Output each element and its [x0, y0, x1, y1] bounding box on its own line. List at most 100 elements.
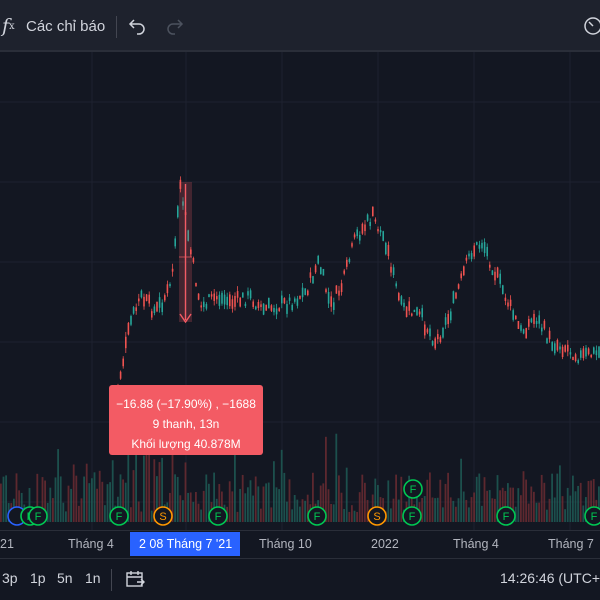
volume-bar: [189, 492, 192, 522]
candle-body: [348, 259, 351, 262]
fx-subscript: x: [9, 20, 15, 32]
volume-bar: [158, 462, 161, 522]
candle-body: [314, 265, 317, 273]
volume-bar: [234, 440, 236, 522]
candle-body: [327, 292, 330, 304]
candle-body: [473, 245, 475, 257]
candle-body: [312, 276, 314, 284]
candle-body: [543, 320, 546, 329]
volume-bar: [564, 509, 566, 522]
volume-bar: [512, 487, 514, 522]
candle-body: [294, 298, 296, 302]
volume-bar: [543, 482, 546, 522]
candle-body: [366, 214, 369, 221]
candle-body: [333, 302, 335, 310]
volume-bar: [280, 449, 283, 522]
volume-bar: [65, 511, 67, 522]
candle-body: [356, 229, 358, 237]
event-letter: S: [159, 511, 166, 523]
candle-body: [130, 316, 132, 325]
candle-body: [148, 294, 150, 304]
event-circle: [28, 506, 48, 526]
chart-area[interactable]: FFFSFFSFFFF −16.88 (−17.90%) , −1688 9 t…: [0, 52, 600, 530]
redo-button[interactable]: [166, 0, 188, 52]
event-circle: [367, 506, 387, 526]
range-button-5n[interactable]: 5n: [57, 570, 73, 586]
candle-body: [338, 290, 340, 296]
volume-bar: [494, 498, 496, 522]
candle-body: [268, 297, 270, 309]
range-button-1n[interactable]: 1n: [85, 570, 101, 586]
volume-bar: [54, 477, 57, 522]
volume-bar: [174, 474, 176, 522]
snapshot-button[interactable]: [582, 0, 600, 52]
range-button-1p[interactable]: 1p: [30, 570, 46, 586]
volume-bar: [353, 510, 356, 522]
volume-bar: [574, 491, 577, 522]
volume-bar: [436, 497, 439, 522]
volume-bar: [530, 486, 533, 522]
candle-body: [143, 296, 145, 307]
candle-body: [208, 294, 210, 298]
volume-bar: [452, 500, 455, 522]
candle-body: [242, 292, 244, 298]
candle-body: [260, 304, 262, 307]
candle-body: [330, 296, 332, 307]
volume-bar: [525, 479, 527, 522]
volume-bar: [465, 499, 468, 522]
event-circle: [403, 479, 423, 499]
volume-bar: [187, 492, 189, 522]
volume-bar: [288, 479, 291, 522]
x-tick: 2022: [371, 537, 399, 551]
volume-bar: [455, 506, 457, 522]
measure-tool: [179, 182, 192, 324]
volume-bar: [202, 490, 205, 522]
candle-body: [551, 341, 553, 351]
candle-body: [218, 294, 221, 306]
volume-bar: [509, 487, 512, 522]
volume-bar: [332, 504, 335, 522]
volume-bar: [325, 436, 327, 522]
candle-body: [535, 320, 538, 324]
volume-bar: [124, 482, 127, 522]
toolbar-divider: [116, 16, 117, 38]
candle-body: [416, 307, 418, 316]
candle-body: [392, 267, 395, 276]
candle-body: [299, 295, 301, 299]
price-chart[interactable]: FFFSFFSFFFF: [0, 52, 600, 530]
volume-bar: [444, 483, 447, 522]
candle-body: [169, 284, 171, 287]
candle-body: [158, 297, 161, 308]
calendar-range-icon[interactable]: [124, 568, 146, 590]
candle-body: [398, 293, 400, 301]
volume-bar: [249, 480, 252, 522]
crosshair-date-label: 2 08 Tháng 7 '21: [130, 532, 240, 556]
candle-body: [525, 328, 527, 339]
volume-bar: [579, 482, 582, 522]
volume-bar: [585, 497, 587, 522]
volume-bar: [569, 495, 572, 522]
clock-timezone[interactable]: 14:26:46 (UTC+: [500, 570, 600, 586]
undo-button[interactable]: [128, 0, 150, 52]
candle-body: [335, 285, 338, 294]
range-button-3p[interactable]: 3p: [2, 570, 18, 586]
candle-body: [502, 285, 504, 295]
earnings-marker: F: [208, 506, 228, 526]
volume-bar: [91, 478, 93, 522]
bottom-toolbar: 3p 1p 5n 1n 14:26:46 (UTC+: [0, 558, 600, 600]
volume-bar: [85, 463, 88, 522]
candle-body: [400, 296, 403, 305]
volume-bar: [111, 460, 114, 522]
indicators-button[interactable]: Các chỉ báo: [26, 17, 106, 35]
candle-body: [522, 329, 525, 334]
volume-bar: [449, 497, 452, 522]
candle-body: [200, 305, 202, 308]
candle-body: [286, 304, 288, 314]
event-letter: F: [503, 511, 510, 523]
candle-body: [364, 224, 366, 232]
candle-body: [278, 308, 280, 311]
candle-body: [236, 291, 239, 298]
time-axis[interactable]: 21 Tháng 4 Tháng 10 2022 Tháng 4 Tháng 7…: [0, 530, 600, 558]
